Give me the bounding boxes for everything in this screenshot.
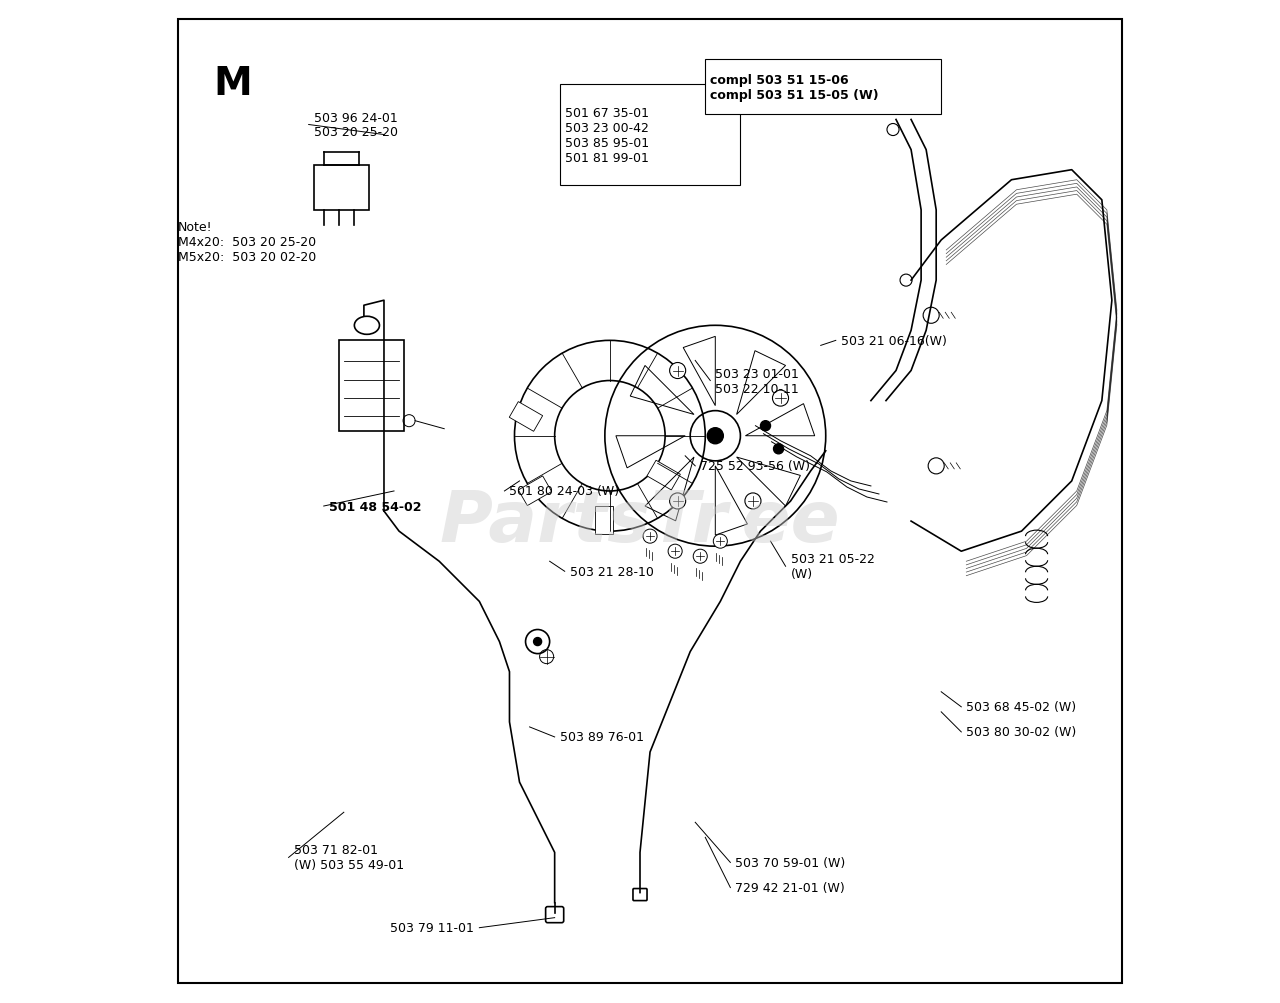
Text: Note!
M4x20:  503 20 25-20
M5x20:  503 20 02-20: Note! M4x20: 503 20 25-20 M5x20: 503 20 …	[178, 221, 316, 264]
Text: 503 68 45-02 (W): 503 68 45-02 (W)	[966, 701, 1076, 713]
Circle shape	[713, 535, 727, 549]
Text: 503 79 11-01: 503 79 11-01	[390, 922, 475, 934]
FancyBboxPatch shape	[634, 889, 646, 901]
Text: 725 52 93-56 (W): 725 52 93-56 (W)	[700, 460, 810, 472]
Bar	[705, 60, 941, 115]
Bar	[518, 476, 552, 507]
Circle shape	[900, 275, 913, 287]
Bar	[314, 165, 369, 211]
Circle shape	[694, 550, 708, 564]
Text: M: M	[214, 65, 252, 103]
Circle shape	[773, 444, 783, 454]
Bar	[595, 507, 613, 535]
Circle shape	[643, 530, 657, 544]
Text: 503 71 82-01
(W) 503 55 49-01: 503 71 82-01 (W) 503 55 49-01	[293, 844, 403, 872]
Circle shape	[772, 390, 788, 407]
Circle shape	[669, 493, 686, 510]
Text: compl 503 51 15-06
compl 503 51 15-05 (W): compl 503 51 15-06 compl 503 51 15-05 (W…	[710, 74, 879, 101]
Circle shape	[669, 363, 686, 379]
Text: 503 70 59-01 (W): 503 70 59-01 (W)	[736, 857, 846, 869]
Text: 503 21 06-16(W): 503 21 06-16(W)	[841, 335, 947, 347]
Text: 503 89 76-01: 503 89 76-01	[559, 731, 644, 743]
Circle shape	[534, 638, 541, 646]
Circle shape	[928, 458, 945, 474]
Bar	[509, 402, 543, 432]
Text: 503 23 01-01
503 22 10-11: 503 23 01-01 503 22 10-11	[716, 367, 799, 395]
FancyBboxPatch shape	[545, 907, 563, 923]
Circle shape	[745, 493, 762, 510]
Text: 501 48 54-02: 501 48 54-02	[329, 500, 421, 513]
Text: 501 80 24-03 (W): 501 80 24-03 (W)	[509, 485, 620, 497]
Text: 503 21 05-22
(W): 503 21 05-22 (W)	[791, 553, 874, 581]
Text: 729 42 21-01 (W): 729 42 21-01 (W)	[736, 882, 845, 894]
Circle shape	[887, 124, 899, 136]
Circle shape	[668, 545, 682, 559]
Text: 503 80 30-02 (W): 503 80 30-02 (W)	[966, 726, 1076, 738]
Circle shape	[708, 428, 723, 444]
Text: 501 67 35-01
503 23 00-42
503 85 95-01
501 81 99-01: 501 67 35-01 503 23 00-42 503 85 95-01 5…	[564, 106, 649, 164]
Bar	[339, 341, 404, 431]
Circle shape	[760, 421, 771, 431]
Bar	[646, 460, 681, 490]
Text: 503 96 24-01
503 20 25-20: 503 96 24-01 503 20 25-20	[314, 111, 398, 139]
Text: 503 21 28-10: 503 21 28-10	[570, 566, 654, 578]
Circle shape	[923, 308, 940, 324]
Bar	[559, 85, 740, 186]
Text: PartsTr ee: PartsTr ee	[440, 487, 840, 556]
